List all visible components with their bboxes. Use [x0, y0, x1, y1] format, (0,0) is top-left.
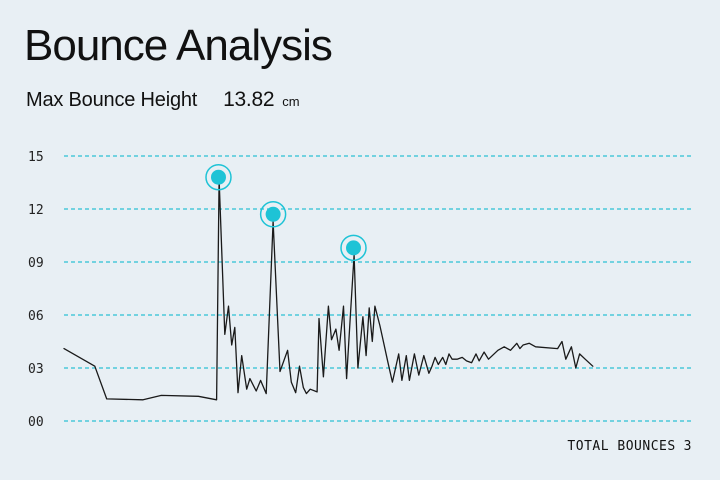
series-line	[63, 178, 594, 401]
y-tick-label: 00	[28, 415, 44, 430]
chart-series-layer	[63, 178, 594, 401]
peak-marker-ring	[205, 163, 232, 191]
page-title: Bounce Analysis	[24, 21, 333, 70]
y-tick-label: 09	[28, 256, 44, 271]
peak-marker	[340, 234, 367, 262]
total-bounces-value: 3	[683, 439, 692, 454]
y-tick-label: 15	[28, 150, 44, 165]
peak-marker	[259, 201, 287, 228]
total-bounces-label: TOTAL BOUNCES	[567, 439, 676, 454]
chart-peak-markers	[205, 163, 367, 262]
peak-marker-ring	[259, 201, 287, 228]
y-axis-tick-labels: 00 03 06 09 12 15	[28, 150, 44, 430]
y-tick-label: 06	[28, 309, 44, 324]
metric-value: 13.82	[223, 88, 275, 111]
max-bounce-height-metric: Max Bounce Height 13.82 cm	[26, 88, 300, 116]
total-bounces-readout: TOTAL BOUNCES 3	[567, 439, 692, 454]
y-tick-label: 12	[28, 203, 44, 218]
y-tick-label: 03	[28, 362, 44, 377]
peak-marker-dot	[210, 169, 226, 185]
peak-marker-ring	[340, 234, 367, 262]
peak-marker	[205, 163, 232, 191]
metric-label: Max Bounce Height	[26, 89, 198, 111]
metric-unit: cm	[282, 94, 300, 109]
peak-marker-dot	[265, 206, 281, 222]
chart-gridlines	[64, 155, 692, 422]
peak-marker-dot	[346, 240, 362, 256]
